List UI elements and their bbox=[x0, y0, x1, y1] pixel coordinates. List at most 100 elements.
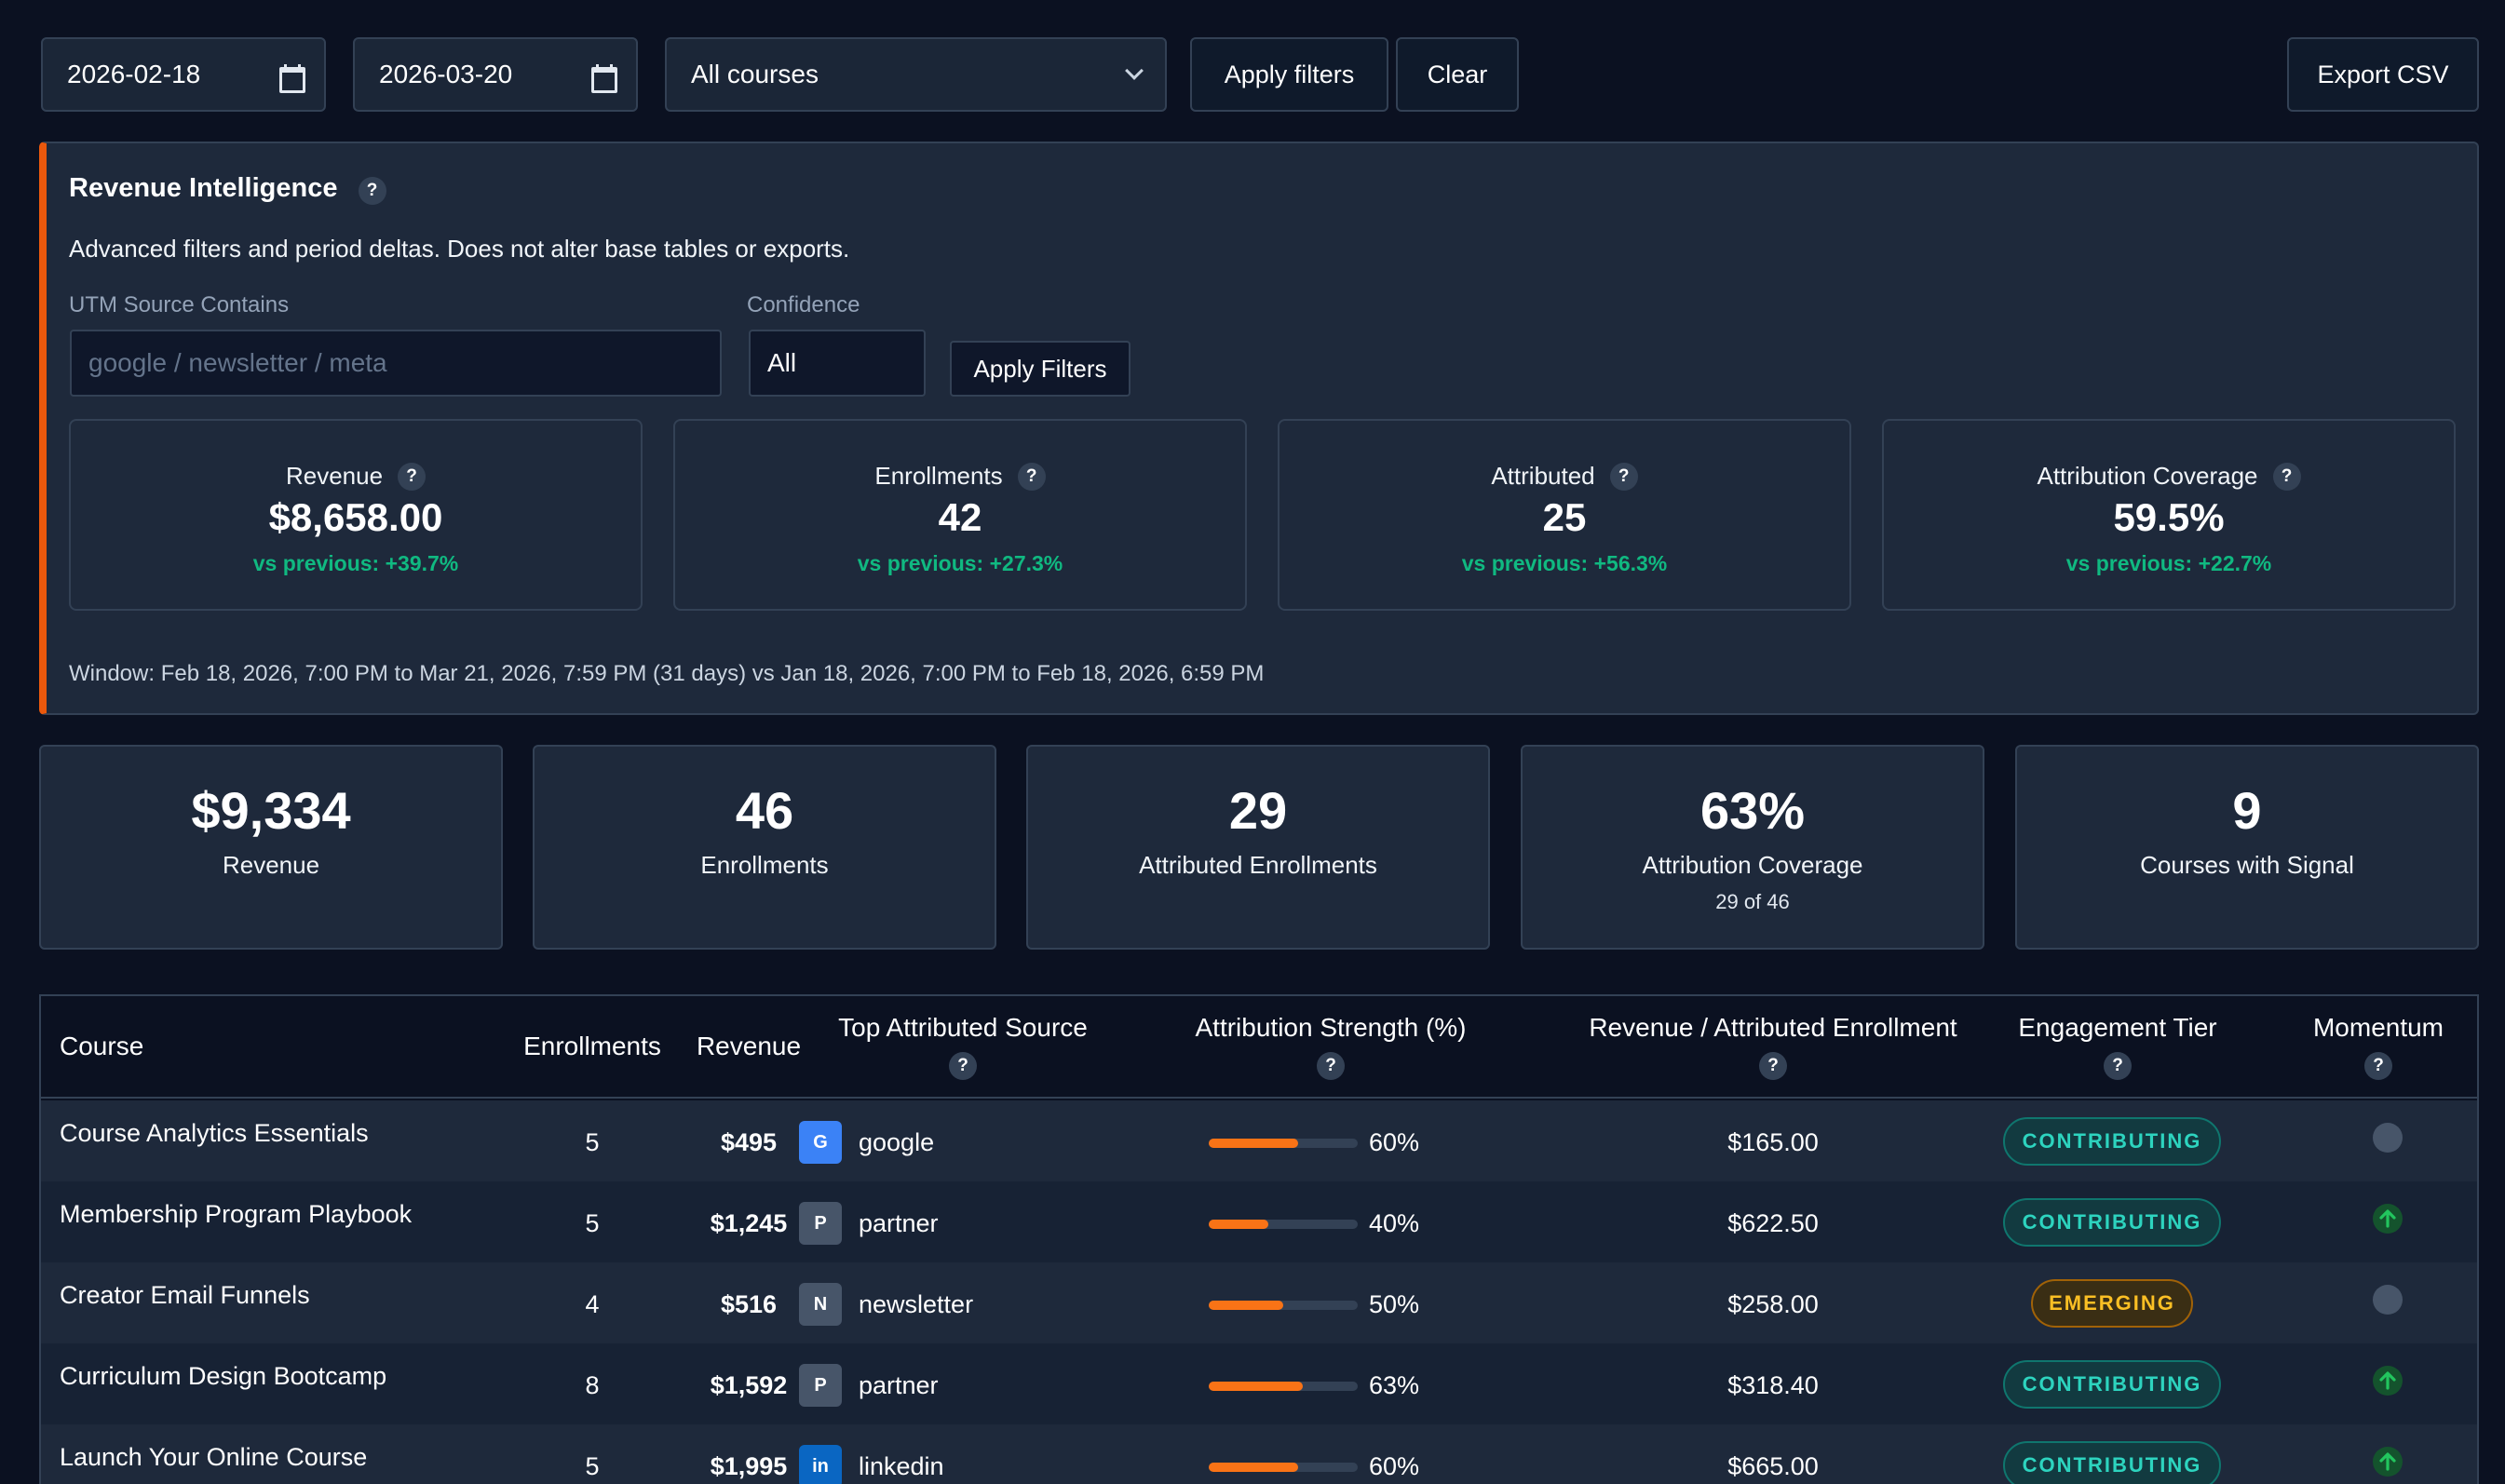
apply-filters-panel-button[interactable]: Apply Filters bbox=[950, 341, 1131, 397]
ri-card-value: 42 bbox=[938, 495, 982, 539]
source-name: partner bbox=[859, 1209, 939, 1237]
course-name[interactable]: Launch Your Online Course bbox=[60, 1443, 368, 1471]
ri-card-delta: vs previous: +22.7% bbox=[2065, 551, 2272, 575]
source-name: linkedin bbox=[859, 1452, 944, 1480]
course-name[interactable]: Creator Email Funnels bbox=[60, 1281, 310, 1309]
help-icon[interactable]: ? bbox=[1017, 462, 1046, 491]
revenue-cell: $1,592 bbox=[710, 1371, 788, 1399]
help-icon[interactable]: ? bbox=[398, 462, 427, 491]
header-engagement-tier[interactable]: Engagement Tier ? bbox=[1959, 1013, 2276, 1080]
apply-filters-button[interactable]: Apply filters bbox=[1190, 37, 1388, 112]
course-name[interactable]: Membership Program Playbook bbox=[60, 1200, 413, 1228]
header-rev-per-enrollment[interactable]: Revenue / Attributed Enrollment ? bbox=[1531, 1013, 2015, 1080]
help-icon[interactable]: ? bbox=[2104, 1052, 2132, 1080]
ri-card-delta: vs previous: +56.3% bbox=[1461, 551, 1668, 575]
header-label: Attribution Strength (%) bbox=[1195, 1013, 1467, 1042]
ri-card-label: Revenue bbox=[285, 462, 384, 490]
strength-bar-fill bbox=[1209, 1139, 1298, 1148]
course-table: Course Enrollments Revenue Top Attribute… bbox=[39, 994, 2479, 1484]
strength-bar bbox=[1209, 1463, 1358, 1472]
ri-card-revenue: Revenue? $8,658.00 vs previous: +39.7% bbox=[69, 419, 643, 611]
stat-label: Revenue bbox=[222, 851, 320, 879]
ri-card-delta: vs previous: +27.3% bbox=[857, 551, 1063, 575]
header-strength[interactable]: Attribution Strength (%) ? bbox=[1135, 1013, 1526, 1080]
course-select-value: All courses bbox=[691, 60, 819, 88]
ri-card-label: Enrollments bbox=[874, 462, 1003, 490]
help-icon[interactable]: ? bbox=[2272, 462, 2301, 491]
table-header: Course Enrollments Revenue Top Attribute… bbox=[41, 996, 2477, 1099]
start-date-input[interactable]: 2026-02-18 bbox=[41, 37, 326, 112]
strength-value: 63% bbox=[1369, 1371, 1420, 1399]
source-name: partner bbox=[859, 1371, 939, 1399]
neutral-dot-icon bbox=[2373, 1285, 2403, 1315]
header-revenue[interactable]: Revenue bbox=[696, 1032, 802, 1060]
rev-per-enrollment: $622.50 bbox=[1727, 1209, 1819, 1237]
tier-badge: CONTRIBUTING bbox=[2003, 1198, 2221, 1247]
ri-card-value: 25 bbox=[1542, 495, 1587, 539]
header-top-source[interactable]: Top Attributed Source ? bbox=[786, 1013, 1140, 1080]
course-name[interactable]: Curriculum Design Bootcamp bbox=[60, 1362, 387, 1390]
strength-bar-fill bbox=[1209, 1382, 1303, 1391]
course-select[interactable]: All courses bbox=[665, 37, 1167, 112]
header-label: Engagement Tier bbox=[2018, 1013, 2217, 1042]
enrollments-cell: 4 bbox=[585, 1290, 600, 1318]
course-name[interactable]: Course Analytics Essentials bbox=[60, 1119, 369, 1147]
strength-value: 60% bbox=[1369, 1128, 1420, 1156]
export-csv-button[interactable]: Export CSV bbox=[2287, 37, 2479, 112]
clear-button[interactable]: Clear bbox=[1396, 37, 1519, 112]
help-icon[interactable]: ? bbox=[1759, 1052, 1787, 1080]
source-badge: P bbox=[799, 1364, 842, 1407]
help-icon[interactable]: ? bbox=[2364, 1052, 2392, 1080]
strength-bar bbox=[1209, 1301, 1358, 1310]
panel-title: Revenue Intelligence bbox=[69, 172, 338, 203]
strength-bar-fill bbox=[1209, 1220, 1268, 1229]
stat-card-attribution-coverage: 63% Attribution Coverage 29 of 46 bbox=[1521, 745, 1984, 950]
utm-source-input[interactable] bbox=[70, 330, 722, 397]
calendar-icon[interactable] bbox=[279, 64, 305, 93]
enrollments-cell: 5 bbox=[585, 1209, 600, 1237]
rev-per-enrollment: $258.00 bbox=[1727, 1290, 1819, 1318]
header-momentum[interactable]: Momentum ? bbox=[2276, 1013, 2477, 1080]
source-badge: N bbox=[799, 1283, 842, 1326]
strength-bar bbox=[1209, 1220, 1358, 1229]
rev-per-enrollment: $665.00 bbox=[1727, 1452, 1819, 1480]
trend-up-icon bbox=[2373, 1366, 2403, 1396]
ri-card-label: Attribution Coverage bbox=[2037, 462, 2258, 490]
stat-label: Attribution Coverage bbox=[1642, 851, 1863, 879]
stat-label: Courses with Signal bbox=[2140, 851, 2354, 879]
strength-value: 50% bbox=[1369, 1290, 1420, 1318]
ri-card-value: $8,658.00 bbox=[268, 495, 443, 539]
help-icon[interactable]: ? bbox=[1317, 1052, 1345, 1080]
table-row[interactable]: Launch Your Online Course 5 $1,995 in linked… bbox=[41, 1424, 2477, 1484]
stat-sub: 29 of 46 bbox=[1715, 890, 1790, 913]
strength-bar bbox=[1209, 1382, 1358, 1391]
enrollments-cell: 5 bbox=[585, 1128, 600, 1156]
help-icon[interactable]: ? bbox=[358, 177, 386, 205]
stat-value: 46 bbox=[735, 781, 794, 840]
header-enrollments[interactable]: Enrollments bbox=[523, 1032, 661, 1060]
stat-card-revenue: $9,334 Revenue bbox=[39, 745, 503, 950]
end-date-input[interactable]: 2026-03-20 bbox=[353, 37, 638, 112]
calendar-icon[interactable] bbox=[591, 64, 617, 93]
header-course[interactable]: Course bbox=[60, 1032, 144, 1060]
confidence-select[interactable]: All bbox=[749, 330, 926, 397]
source-badge: P bbox=[799, 1202, 842, 1245]
stat-label: Enrollments bbox=[700, 851, 829, 879]
help-icon[interactable]: ? bbox=[949, 1052, 977, 1080]
stat-value: 9 bbox=[2232, 781, 2262, 840]
ri-card-delta: vs previous: +39.7% bbox=[252, 551, 459, 575]
ri-card-attribution-coverage: Attribution Coverage? 59.5% vs previous:… bbox=[1882, 419, 2456, 611]
header-label: Momentum bbox=[2312, 1013, 2444, 1042]
strength-bar bbox=[1209, 1139, 1358, 1148]
revenue-cell: $516 bbox=[720, 1290, 778, 1318]
stat-label: Attributed Enrollments bbox=[1139, 851, 1377, 879]
ri-card-value: 59.5% bbox=[2113, 495, 2225, 539]
revenue-cell: $1,995 bbox=[710, 1452, 788, 1480]
neutral-dot-icon bbox=[2373, 1123, 2403, 1153]
help-icon[interactable]: ? bbox=[1609, 462, 1638, 491]
utm-label: UTM Source Contains bbox=[69, 292, 290, 317]
